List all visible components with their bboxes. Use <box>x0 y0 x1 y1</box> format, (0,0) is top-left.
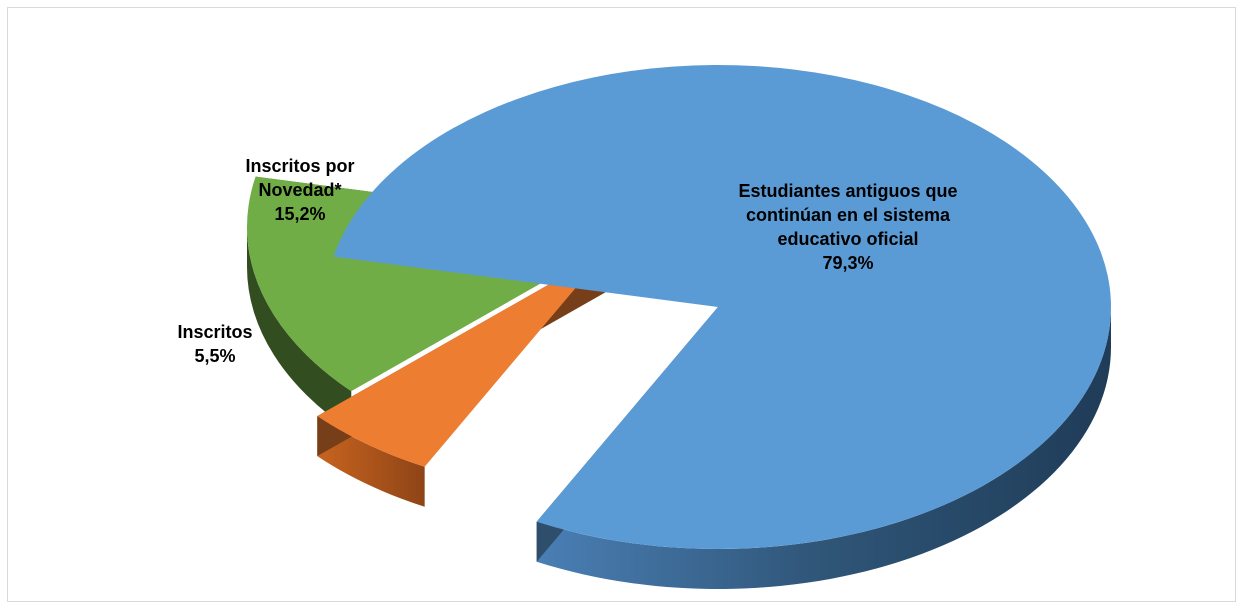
data-label-green-value: 15,2% <box>274 204 325 224</box>
data-label-orange-value: 5,5% <box>194 346 235 366</box>
data-label-orange-line: Inscritos <box>177 322 252 342</box>
data-label-orange: Inscritos 5,5% <box>177 322 252 366</box>
data-label-green-line: Novedad* <box>258 180 341 200</box>
data-label-blue-value: 79,3% <box>822 253 873 273</box>
data-label-blue-line: educativo oficial <box>777 229 918 249</box>
data-label-blue-line: Estudiantes antiguos que <box>738 181 957 201</box>
data-label-blue-line: continúan en el sistema <box>746 205 951 225</box>
data-label-green-line: Inscritos por <box>245 156 354 176</box>
